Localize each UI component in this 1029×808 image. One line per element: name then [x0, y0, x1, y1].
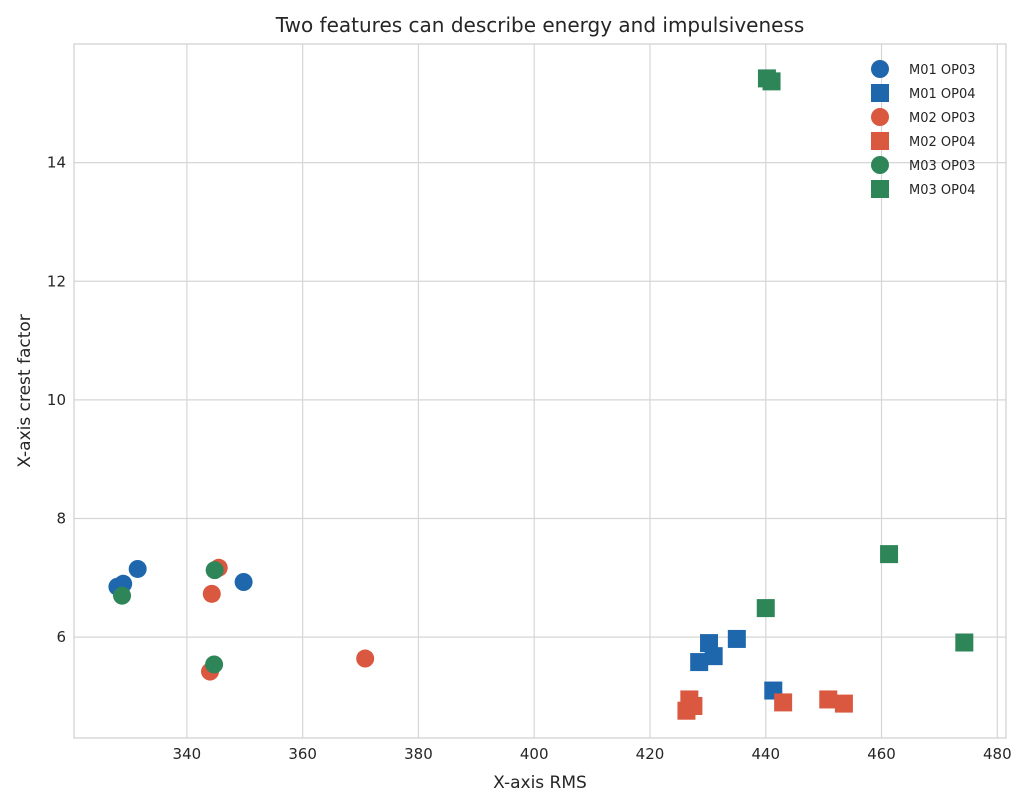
data-point — [234, 572, 253, 591]
legend-item: M01 OP04 — [871, 84, 976, 102]
series-4 — [677, 690, 853, 720]
data-point — [774, 693, 793, 712]
plot-frame — [73, 43, 1007, 739]
legend-label: M02 OP04 — [909, 135, 976, 150]
legend-item: M03 OP04 — [871, 180, 976, 198]
data-point — [205, 655, 224, 674]
data-point — [128, 559, 147, 578]
data-point — [834, 694, 853, 713]
data-point — [202, 584, 221, 603]
plot-area — [74, 44, 1006, 738]
data-point — [756, 599, 775, 618]
legend-label: M03 OP04 — [909, 183, 976, 198]
series-1 — [108, 559, 253, 596]
legend-marker — [871, 60, 889, 78]
data-points — [108, 69, 974, 720]
data-point — [113, 586, 132, 605]
data-point — [880, 545, 899, 564]
x-tick-label: 480 — [983, 745, 1012, 763]
y-tick-label: 8 — [56, 510, 66, 528]
x-tick-label: 380 — [404, 745, 433, 763]
x-tick-label: 420 — [636, 745, 665, 763]
grid-lines — [74, 44, 1006, 738]
x-tick-label: 440 — [751, 745, 780, 763]
y-tick-label: 6 — [56, 628, 66, 646]
data-point — [762, 72, 781, 91]
x-tick-label: 400 — [520, 745, 549, 763]
x-tick-label: 460 — [867, 745, 896, 763]
x-tick-label: 340 — [173, 745, 202, 763]
legend-label: M03 OP03 — [909, 159, 976, 174]
legend-item: M03 OP03 — [871, 156, 976, 174]
series-5 — [113, 561, 224, 674]
x-tick-label: 360 — [288, 745, 317, 763]
chart-title: Two features can describe energy and imp… — [275, 13, 805, 37]
data-point — [684, 696, 703, 715]
series-6 — [756, 69, 974, 652]
data-point — [955, 633, 974, 652]
data-point — [205, 561, 224, 580]
y-axis-label: X-axis crest factor — [15, 314, 35, 468]
legend-label: M02 OP03 — [909, 111, 976, 126]
x-tick-labels: 340 360 380 400 420 440 460 480 — [173, 745, 1012, 763]
legend-marker — [871, 132, 889, 150]
legend: M01 OP03 M01 OP04 M02 OP03 M02 OP04 M03 OP03… — [871, 60, 976, 198]
legend-marker — [871, 108, 889, 126]
y-tick-label: 12 — [47, 272, 66, 290]
legend-item: M02 OP04 — [871, 132, 976, 150]
data-point — [727, 629, 746, 648]
legend-label: M01 OP03 — [909, 63, 976, 78]
series-2 — [690, 629, 783, 700]
y-tick-label: 14 — [47, 154, 66, 172]
data-point — [704, 647, 723, 666]
x-axis-label: X-axis RMS — [493, 773, 587, 793]
legend-marker — [871, 156, 889, 174]
data-point — [356, 649, 375, 668]
y-tick-label: 10 — [47, 391, 66, 409]
legend-marker — [871, 180, 889, 198]
data-point — [819, 690, 838, 709]
legend-item: M01 OP03 — [871, 60, 976, 78]
y-tick-labels: 6 8 10 12 14 — [47, 154, 66, 647]
data-point — [690, 653, 709, 672]
legend-label: M01 OP04 — [909, 87, 976, 102]
legend-marker — [871, 84, 889, 102]
legend-item: M02 OP03 — [871, 108, 976, 126]
